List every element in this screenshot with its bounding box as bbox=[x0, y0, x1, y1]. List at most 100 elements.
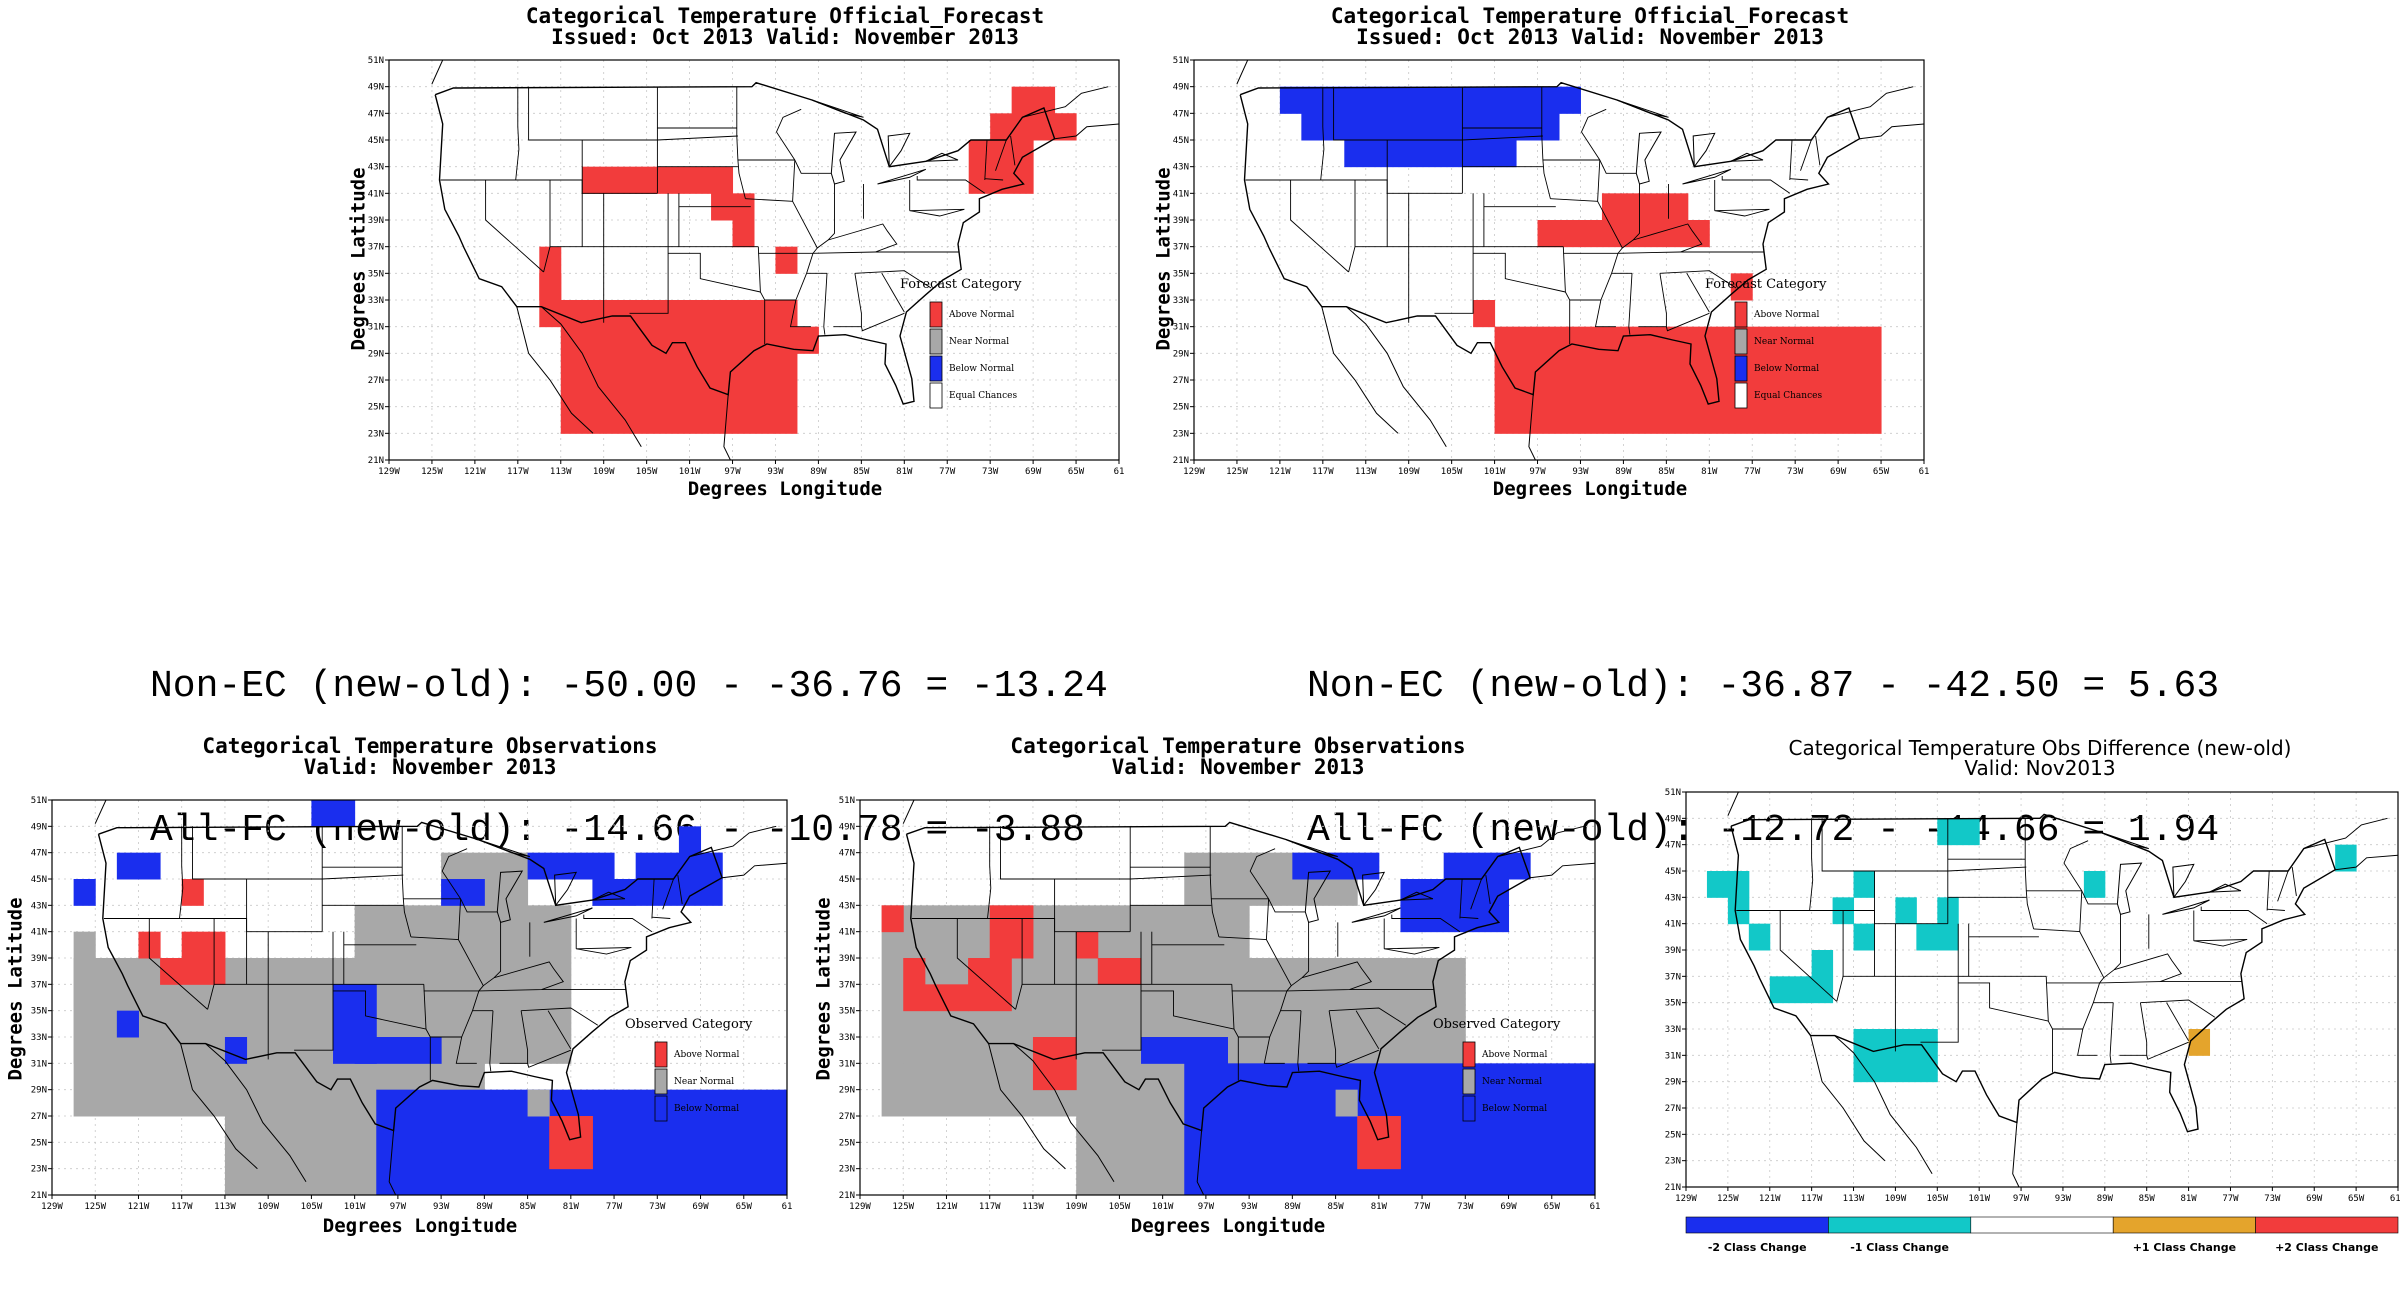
lat-tick-label: 45N bbox=[839, 875, 855, 885]
state-boundary bbox=[2166, 1002, 2189, 1042]
below-cell bbox=[1301, 113, 1324, 141]
map-frame bbox=[1193, 59, 1925, 461]
lat-tick-label: 47N bbox=[839, 849, 855, 859]
great-lake bbox=[592, 891, 626, 901]
lon-tick-label: 117W bbox=[171, 1202, 193, 1212]
lat-tick-label: 31N bbox=[839, 1059, 855, 1069]
lon-tick-label: 73W bbox=[982, 467, 999, 477]
colorbar-label: +2 Class Change bbox=[2275, 1241, 2378, 1254]
lon-tick-label: 97W bbox=[2013, 1194, 2030, 1204]
lon-tick-label: 85W bbox=[1658, 467, 1675, 477]
state-boundary bbox=[1290, 180, 1349, 273]
obs-old-map: 21N 23N 25N 27N 29N 31N 33N 35N 37N 39N 41N 43N 45N 4… bbox=[31, 796, 793, 1212]
state-boundary bbox=[1263, 898, 1292, 1064]
state-boundary bbox=[757, 246, 766, 344]
lat-tick-label: 21N bbox=[31, 1191, 47, 1201]
lon-tick-label: 129W bbox=[378, 467, 400, 477]
legend-swatch bbox=[654, 1068, 668, 1095]
legend-label: Above Normal bbox=[948, 310, 1014, 320]
state-boundary bbox=[629, 193, 669, 314]
state-boundary bbox=[148, 918, 208, 1010]
title-line-2: Issued: Oct 2013 Valid: November 2013 bbox=[1356, 25, 1824, 49]
minus1-cell bbox=[1895, 897, 1917, 925]
above-cell bbox=[968, 958, 1012, 1012]
lon-tick-label: 93W bbox=[433, 1202, 450, 1212]
forecast-new-map: 21N 23N 25N 27N 29N 31N 33N 35N 37N 39N 41N 43N 45N 4… bbox=[1173, 56, 1930, 477]
lat-tick-label: 47N bbox=[31, 849, 47, 859]
lon-tick-label: 93W bbox=[1241, 1202, 1258, 1212]
lon-tick-label: 113W bbox=[214, 1202, 236, 1212]
mexico-coast bbox=[388, 1130, 397, 1195]
lat-tick-label: 41N bbox=[1173, 189, 1189, 199]
legend-label: Near Normal bbox=[1482, 1077, 1542, 1087]
lon-tick-label: 97W bbox=[1198, 1202, 1215, 1212]
lon-tick-label: 129W bbox=[849, 1202, 871, 1212]
lat-tick-label: 31N bbox=[368, 323, 384, 333]
state-boundary bbox=[1355, 1010, 1380, 1050]
lat-tick-label: 41N bbox=[31, 928, 47, 938]
state-boundary bbox=[1102, 931, 1142, 1051]
lon-tick-label: 101W bbox=[1484, 467, 1506, 477]
lat-tick-label: 25N bbox=[839, 1138, 855, 1148]
state-boundary bbox=[441, 848, 498, 913]
minus1-cell bbox=[1853, 871, 1875, 898]
colorbar-label: -1 Class Change bbox=[1850, 1241, 1949, 1254]
lon-tick-label: 65W bbox=[736, 1202, 753, 1212]
state-boundary bbox=[1836, 910, 1844, 1002]
legend-label: Below Normal bbox=[1482, 1104, 1547, 1114]
lon-tick-label: 97W bbox=[1529, 467, 1546, 477]
state-boundary bbox=[1010, 135, 1016, 166]
legend-label: Below Normal bbox=[674, 1104, 739, 1114]
state-boundary bbox=[2063, 840, 2118, 905]
below-cell bbox=[1227, 1116, 1250, 1143]
us-coastline bbox=[905, 821, 1531, 1141]
state-boundary bbox=[528, 86, 738, 141]
below-cell bbox=[1400, 879, 1510, 933]
canada-coast bbox=[1727, 792, 1739, 816]
above-cell bbox=[1601, 193, 1689, 221]
lat-tick-label: 37N bbox=[1665, 972, 1681, 982]
lon-tick-label: 121W bbox=[128, 1202, 150, 1212]
great-lake bbox=[477, 839, 530, 858]
above-cell bbox=[881, 905, 904, 933]
lat-tick-label: 35N bbox=[368, 269, 384, 279]
above-cell bbox=[160, 958, 183, 985]
baja-coast bbox=[516, 306, 594, 434]
lat-tick-label: 43N bbox=[839, 901, 855, 911]
below-cell bbox=[73, 879, 96, 906]
lat-tick-label: 25N bbox=[1665, 1130, 1681, 1140]
state-boundary bbox=[668, 252, 761, 293]
lon-tick-label: 117W bbox=[1312, 467, 1334, 477]
below-cell bbox=[592, 879, 723, 906]
map-frame bbox=[388, 59, 1120, 461]
state-boundary bbox=[745, 198, 793, 202]
lon-tick-label: 113W bbox=[1022, 1202, 1044, 1212]
forecast-old-map: 21N 23N 25N 27N 29N 31N 33N 35N 37N 39N 41N 43N 45N 4… bbox=[368, 56, 1125, 477]
canada-coast bbox=[1827, 86, 1914, 118]
lon-tick-label: 85W bbox=[2139, 1194, 2156, 1204]
state-boundary bbox=[1015, 918, 1023, 1010]
state-boundary bbox=[881, 273, 905, 313]
map-body: 21N 23N 25N 27N 29N 31N 33N 35N 37N 39N 41N 43N 45N 4… bbox=[1665, 788, 2400, 1204]
legend-label: Near Normal bbox=[1754, 337, 1814, 347]
minus1-cell bbox=[1748, 923, 1771, 951]
lat-tick-label: 47N bbox=[1173, 109, 1189, 119]
legend-swatch bbox=[654, 1041, 668, 1068]
state-boundary bbox=[1391, 914, 1461, 933]
state-boundary bbox=[1333, 86, 1543, 141]
state-boundary bbox=[1628, 273, 1633, 335]
lat-tick-label: 43N bbox=[1665, 893, 1681, 903]
title-line-1: Categorical Temperature Official_Forecas… bbox=[525, 4, 1045, 28]
lat-tick-label: 33N bbox=[1665, 1025, 1681, 1035]
mexico-coast bbox=[1346, 306, 1447, 447]
map-frame bbox=[51, 799, 788, 1196]
lat-tick-label: 39N bbox=[368, 216, 384, 226]
state-boundary bbox=[179, 826, 184, 919]
state-boundary bbox=[833, 273, 862, 328]
above-cell bbox=[732, 380, 755, 408]
state-boundary bbox=[984, 178, 1004, 181]
state-boundary bbox=[1231, 984, 1239, 1081]
diff-title: Categorical Temperature Obs Difference (… bbox=[1680, 738, 2400, 778]
legend-label: Near Normal bbox=[674, 1077, 734, 1087]
state-boundary bbox=[1245, 179, 1463, 194]
